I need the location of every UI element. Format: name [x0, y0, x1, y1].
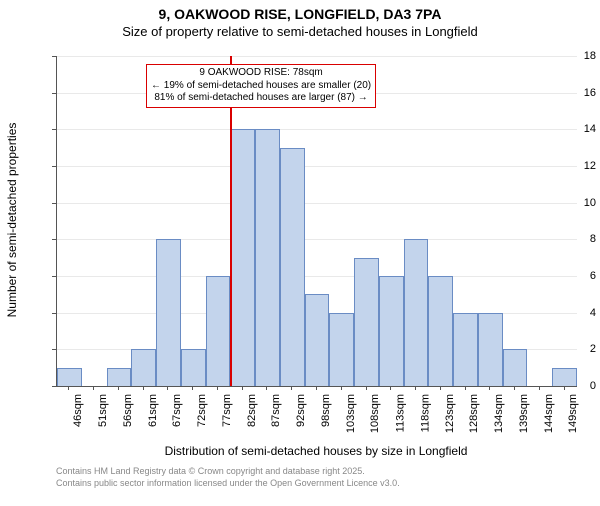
x-tick-label: 98sqm — [320, 394, 332, 427]
y-tick-label: 2 — [546, 343, 596, 355]
x-tick-label: 61sqm — [147, 394, 159, 427]
x-tick-mark — [242, 386, 243, 390]
x-tick-mark — [192, 386, 193, 390]
x-tick-mark — [341, 386, 342, 390]
x-tick-mark — [390, 386, 391, 390]
footnote-line: Contains public sector information licen… — [56, 478, 400, 490]
x-tick-mark — [539, 386, 540, 390]
x-tick-label: 108sqm — [370, 394, 382, 433]
x-tick-label: 113sqm — [394, 394, 406, 432]
x-tick-label: 128sqm — [469, 394, 481, 433]
x-tick-mark — [266, 386, 267, 390]
x-tick-label: 92sqm — [295, 394, 307, 427]
x-tick-mark — [366, 386, 367, 390]
y-axis-label: Number of semi-detached properties — [5, 100, 19, 340]
bar — [230, 129, 255, 386]
x-tick-mark — [514, 386, 515, 390]
x-tick-mark — [167, 386, 168, 390]
bar — [478, 313, 503, 386]
x-axis-label: Distribution of semi-detached houses by … — [56, 444, 576, 458]
y-tick-label: 4 — [546, 307, 596, 319]
gridline — [57, 166, 577, 167]
gridline — [57, 203, 577, 204]
y-tick-mark — [52, 129, 56, 130]
chart-container: Number of semi-detached properties Distr… — [0, 6, 600, 506]
x-tick-mark — [68, 386, 69, 390]
x-tick-label: 72sqm — [196, 394, 208, 427]
x-tick-mark — [291, 386, 292, 390]
x-tick-mark — [564, 386, 565, 390]
x-tick-label: 118sqm — [419, 394, 431, 432]
bar — [206, 276, 231, 386]
x-tick-mark — [118, 386, 119, 390]
y-tick-label: 12 — [546, 160, 596, 172]
x-tick-label: 56sqm — [122, 394, 134, 427]
bar — [107, 368, 132, 386]
gridline — [57, 276, 577, 277]
y-tick-label: 18 — [546, 50, 596, 62]
x-tick-mark — [465, 386, 466, 390]
bar — [379, 276, 404, 386]
y-tick-label: 0 — [546, 380, 596, 392]
bar — [255, 129, 280, 386]
x-tick-label: 77sqm — [221, 394, 233, 427]
x-tick-mark — [316, 386, 317, 390]
bar — [156, 239, 181, 386]
bar — [131, 349, 156, 386]
x-tick-label: 144sqm — [543, 394, 555, 433]
x-tick-mark — [440, 386, 441, 390]
x-tick-mark — [217, 386, 218, 390]
y-tick-mark — [52, 93, 56, 94]
x-tick-mark — [489, 386, 490, 390]
y-tick-label: 14 — [546, 123, 596, 135]
gridline — [57, 129, 577, 130]
annotation-line: 9 OAKWOOD RISE: 78sqm — [151, 67, 371, 80]
x-tick-label: 51sqm — [97, 394, 109, 427]
y-tick-label: 10 — [546, 197, 596, 209]
y-tick-mark — [52, 349, 56, 350]
bar — [503, 349, 528, 386]
bar — [181, 349, 206, 386]
y-tick-mark — [52, 166, 56, 167]
y-tick-label: 16 — [546, 87, 596, 99]
bar — [57, 368, 82, 386]
footnote: Contains HM Land Registry data © Crown c… — [56, 466, 400, 489]
y-tick-mark — [52, 203, 56, 204]
annotation-line: 81% of semi-detached houses are larger (… — [151, 92, 371, 105]
y-tick-mark — [52, 56, 56, 57]
bar — [280, 148, 305, 386]
y-tick-mark — [52, 313, 56, 314]
y-tick-mark — [52, 239, 56, 240]
x-tick-label: 46sqm — [72, 394, 84, 427]
x-tick-mark — [415, 386, 416, 390]
bar — [453, 313, 478, 386]
bar — [404, 239, 429, 386]
y-tick-mark — [52, 276, 56, 277]
x-tick-label: 139sqm — [518, 394, 530, 433]
y-tick-label: 6 — [546, 270, 596, 282]
bar — [428, 276, 453, 386]
x-tick-label: 149sqm — [568, 394, 580, 433]
x-tick-label: 67sqm — [171, 394, 183, 427]
bar — [305, 294, 330, 386]
y-tick-mark — [52, 386, 56, 387]
annotation-line: ← 19% of semi-detached houses are smalle… — [151, 80, 371, 93]
bar — [329, 313, 354, 386]
gridline — [57, 56, 577, 57]
x-tick-mark — [143, 386, 144, 390]
x-tick-mark — [93, 386, 94, 390]
bar — [354, 258, 379, 386]
x-tick-label: 82sqm — [246, 394, 258, 427]
annotation-box: 9 OAKWOOD RISE: 78sqm← 19% of semi-detac… — [146, 64, 376, 108]
x-tick-label: 103sqm — [345, 394, 357, 433]
footnote-line: Contains HM Land Registry data © Crown c… — [56, 466, 400, 478]
y-tick-label: 8 — [546, 233, 596, 245]
x-tick-label: 134sqm — [493, 394, 505, 433]
gridline — [57, 239, 577, 240]
x-tick-label: 123sqm — [444, 394, 456, 433]
x-tick-label: 87sqm — [270, 394, 282, 427]
